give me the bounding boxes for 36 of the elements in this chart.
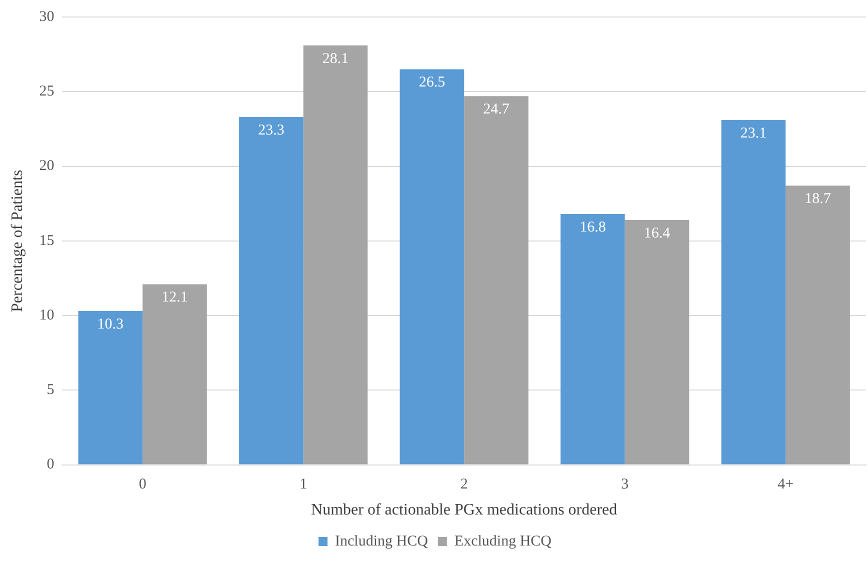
y-tick-label: 15 — [39, 232, 54, 249]
bar — [721, 120, 786, 464]
x-tick-label: 4+ — [778, 476, 794, 493]
bar — [400, 69, 464, 464]
data-label: 23.1 — [740, 125, 767, 142]
bar — [786, 186, 850, 464]
bar — [78, 311, 143, 464]
y-tick-label: 30 — [39, 8, 54, 25]
data-label: 26.5 — [418, 74, 446, 91]
y-axis-title: Percentage of Patients — [8, 170, 26, 312]
data-label: 10.3 — [97, 316, 124, 332]
x-axis-title: Number of actionable PGx medications ordered — [311, 502, 618, 519]
data-label: 12.1 — [162, 290, 188, 306]
legend-label: Excluding HCQ — [454, 533, 552, 550]
data-label: 23.3 — [258, 122, 284, 138]
x-tick-label: 3 — [621, 476, 629, 493]
y-tick-label: 0 — [46, 456, 54, 473]
bar — [303, 45, 368, 464]
y-tick-label: 25 — [39, 84, 54, 100]
bar — [624, 220, 690, 464]
bar — [464, 96, 528, 464]
data-label: 24.7 — [483, 102, 510, 118]
data-label: 18.7 — [804, 191, 832, 208]
x-tick-label: 2 — [460, 476, 468, 493]
x-tick-label: 1 — [300, 476, 308, 493]
bar — [239, 117, 304, 464]
x-tick-label: 0 — [138, 476, 146, 493]
data-label: 16.4 — [644, 225, 671, 242]
y-tick-label: 5 — [46, 382, 54, 398]
bar — [142, 284, 207, 464]
bar — [560, 214, 625, 464]
y-tick-label: 10 — [39, 307, 54, 324]
data-label: 28.1 — [322, 50, 349, 67]
legend-label: Including HCQ — [335, 533, 428, 550]
data-label: 16.8 — [580, 219, 606, 236]
y-tick-label: 20 — [39, 158, 54, 174]
